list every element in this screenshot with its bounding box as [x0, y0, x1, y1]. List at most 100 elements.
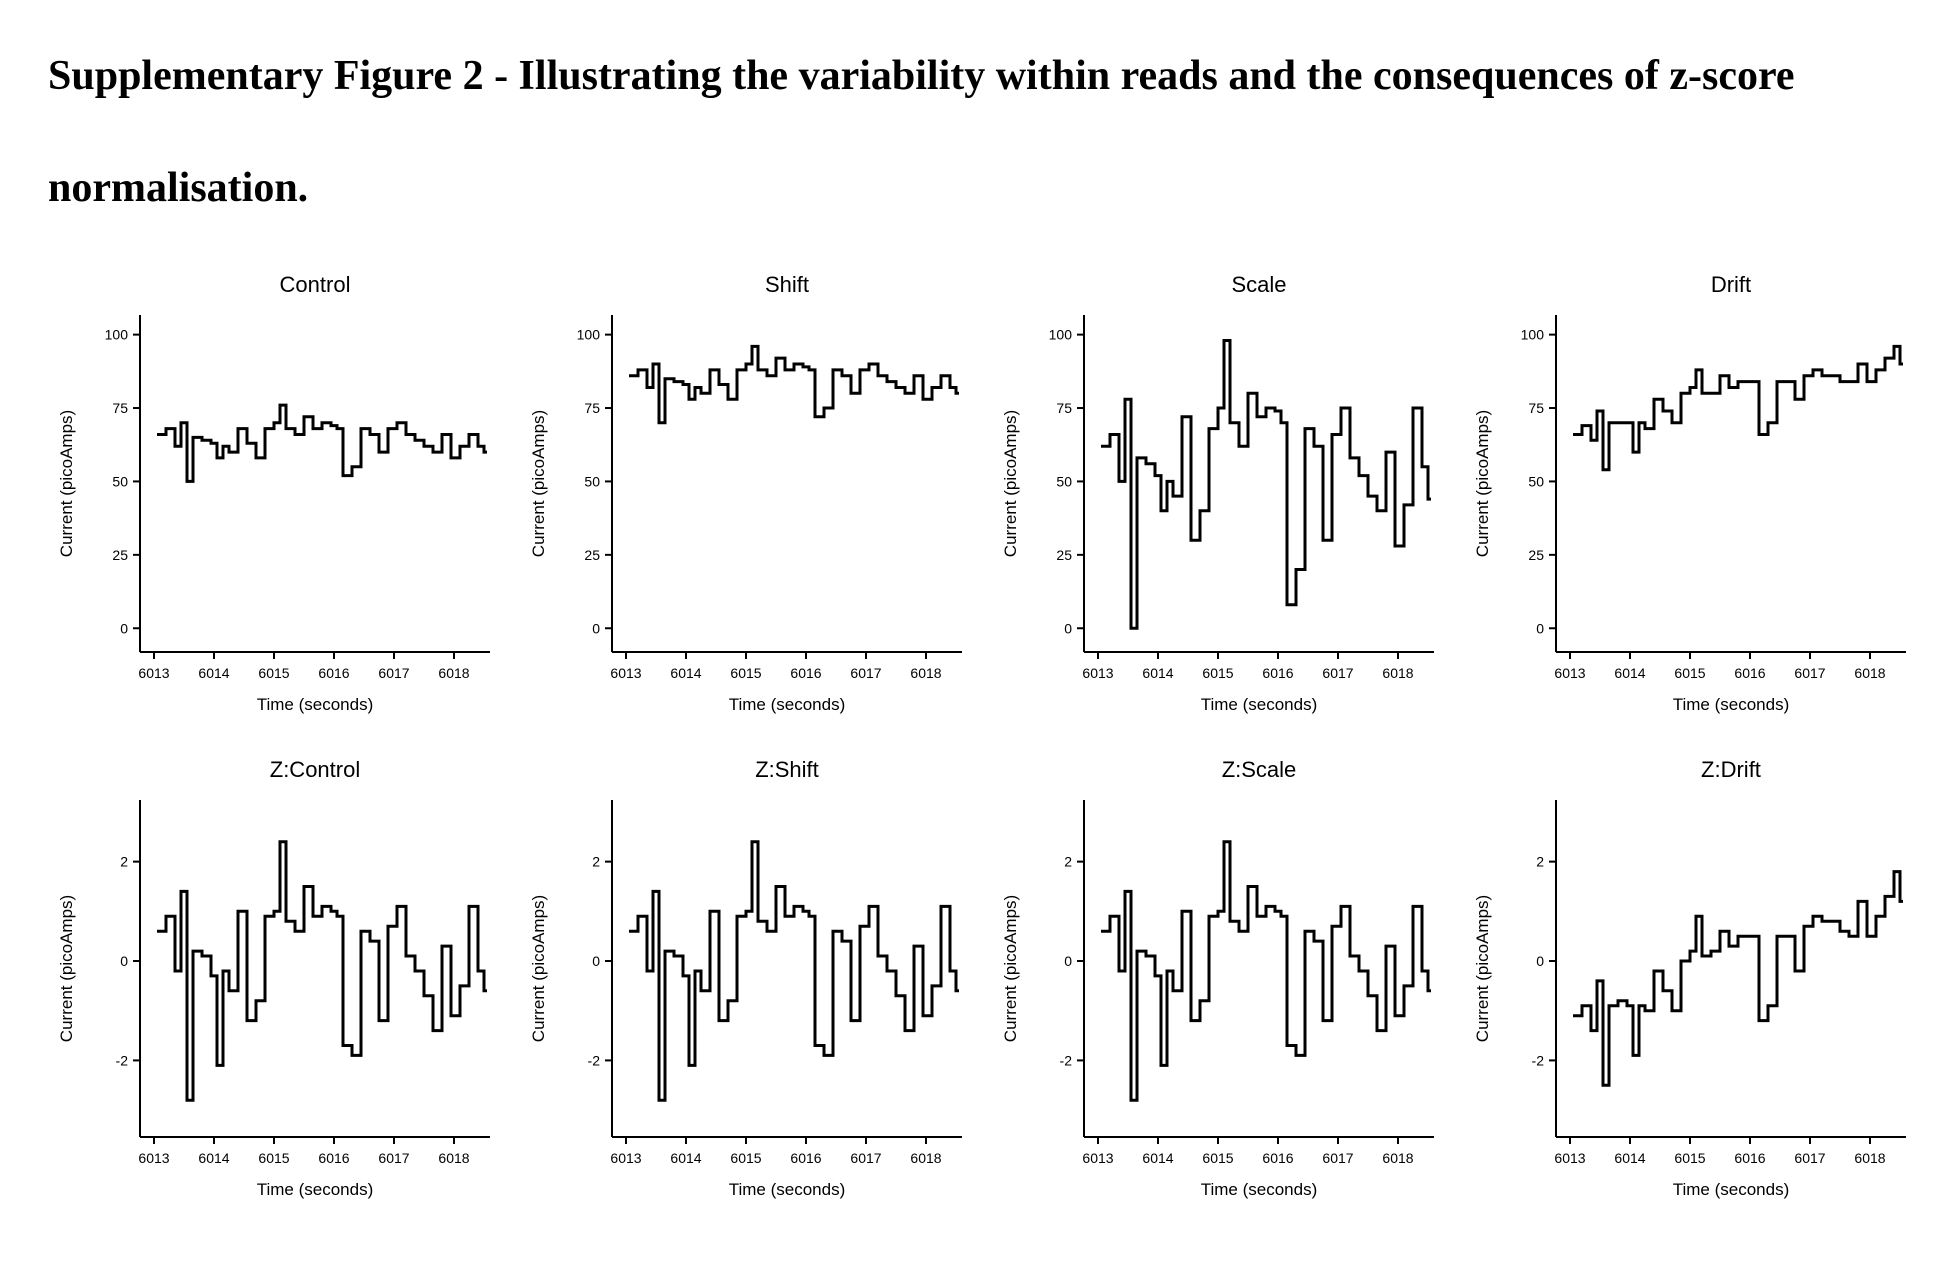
x-tick-label: 6018 — [1382, 1150, 1413, 1166]
signal-line — [1573, 870, 1903, 1087]
x-tick-label: 6018 — [1854, 665, 1885, 681]
y-tick-label: -2 — [1532, 1052, 1545, 1068]
x-tick-label: 6016 — [1734, 1150, 1765, 1166]
x-tick-label: 6017 — [850, 665, 881, 681]
y-tick-label: 75 — [1528, 400, 1544, 416]
panel-title: Z:Scale — [1222, 757, 1297, 782]
y-tick-label: -2 — [116, 1052, 129, 1068]
panel-title: Shift — [765, 272, 809, 297]
signal-line — [629, 840, 959, 1102]
y-tick-label: 0 — [592, 620, 600, 636]
chart-panel-1: Control 0 25 50 75 100 6013 6014 6015 6016 6017 601… — [57, 272, 490, 714]
x-tick-label: 6015 — [258, 665, 289, 681]
x-tick-label: 6018 — [438, 1150, 469, 1166]
x-tick-label: 6015 — [730, 665, 761, 681]
x-tick-label: 6014 — [670, 1150, 701, 1166]
x-tick-label: 6017 — [1794, 665, 1825, 681]
x-tick-label: 6013 — [138, 1150, 169, 1166]
y-tick-label: 0 — [1536, 620, 1544, 636]
y-tick-label: 50 — [112, 473, 128, 489]
x-tick-label: 6017 — [1322, 1150, 1353, 1166]
x-tick-label: 6015 — [1674, 665, 1705, 681]
x-tick-label: 6018 — [910, 1150, 941, 1166]
x-tick-label: 6016 — [1262, 665, 1293, 681]
y-tick-label: 75 — [112, 400, 128, 416]
y-tick-label: 50 — [1056, 473, 1072, 489]
panel-title: Control — [280, 272, 351, 297]
y-tick-label: 100 — [105, 327, 129, 343]
y-tick-label: 0 — [120, 953, 128, 969]
y-axis-label: Current (picoAmps) — [1001, 410, 1020, 557]
chart-panel-8: Z:Drift -2 0 2 6013 6014 6015 6016 6017 6018 Time … — [1473, 757, 1906, 1199]
x-tick-label: 6018 — [1382, 665, 1413, 681]
y-tick-label: 25 — [1528, 547, 1544, 563]
y-tick-label: 75 — [1056, 400, 1072, 416]
y-tick-label: 25 — [112, 547, 128, 563]
panel-title: Z:Shift — [755, 757, 819, 782]
signal-line — [629, 344, 959, 425]
x-tick-label: 6014 — [670, 665, 701, 681]
x-tick-label: 6014 — [1142, 665, 1173, 681]
x-tick-label: 6016 — [790, 1150, 821, 1166]
y-tick-label: 50 — [1528, 473, 1544, 489]
y-tick-label: 0 — [1064, 953, 1072, 969]
x-tick-label: 6018 — [910, 665, 941, 681]
x-tick-label: 6018 — [1854, 1150, 1885, 1166]
x-axis-label: Time (seconds) — [257, 695, 374, 714]
x-tick-label: 6017 — [1322, 665, 1353, 681]
y-tick-label: 0 — [1536, 953, 1544, 969]
x-tick-label: 6013 — [1554, 1150, 1585, 1166]
x-tick-label: 6015 — [1202, 1150, 1233, 1166]
y-tick-label: 25 — [584, 547, 600, 563]
chart-panel-7: Z:Scale -2 0 2 6013 6014 6015 6016 6017 6018 Time … — [1001, 757, 1434, 1199]
y-tick-label: 75 — [584, 400, 600, 416]
x-tick-label: 6013 — [138, 665, 169, 681]
chart-panel-2: Shift 0 25 50 75 100 6013 6014 6015 6016 6017 6018 T… — [529, 272, 962, 714]
signal-line — [1101, 840, 1431, 1102]
y-axis-label: Current (picoAmps) — [57, 410, 76, 557]
x-axis-label: Time (seconds) — [1673, 695, 1790, 714]
y-tick-label: -2 — [1060, 1052, 1073, 1068]
signal-line — [157, 403, 487, 483]
y-tick-label: 50 — [584, 473, 600, 489]
y-axis-label: Current (picoAmps) — [57, 895, 76, 1042]
panel-title: Z:Drift — [1701, 757, 1761, 782]
y-tick-label: -2 — [588, 1052, 601, 1068]
signal-line — [1573, 344, 1903, 472]
x-axis-label: Time (seconds) — [1201, 695, 1318, 714]
chart-panel-6: Z:Shift -2 0 2 6013 6014 6015 6016 6017 6018 Time … — [529, 757, 962, 1199]
x-tick-label: 6013 — [1554, 665, 1585, 681]
y-tick-label: 0 — [120, 620, 128, 636]
panel-title: Drift — [1711, 272, 1751, 297]
x-tick-label: 6013 — [1082, 665, 1113, 681]
x-tick-label: 6015 — [1202, 665, 1233, 681]
x-tick-label: 6013 — [1082, 1150, 1113, 1166]
y-tick-label: 2 — [1064, 854, 1072, 870]
x-tick-label: 6013 — [610, 1150, 641, 1166]
x-tick-label: 6016 — [1734, 665, 1765, 681]
x-tick-label: 6013 — [610, 665, 641, 681]
y-tick-label: 2 — [1536, 854, 1544, 870]
x-axis-label: Time (seconds) — [257, 1180, 374, 1199]
y-tick-label: 0 — [1064, 620, 1072, 636]
y-tick-label: 2 — [120, 854, 128, 870]
x-tick-label: 6016 — [318, 1150, 349, 1166]
y-axis-label: Current (picoAmps) — [1473, 410, 1492, 557]
x-tick-label: 6014 — [1614, 665, 1645, 681]
x-tick-label: 6016 — [1262, 1150, 1293, 1166]
x-tick-label: 6014 — [1142, 1150, 1173, 1166]
x-tick-label: 6014 — [198, 665, 229, 681]
x-axis-label: Time (seconds) — [729, 695, 846, 714]
x-tick-label: 6015 — [730, 1150, 761, 1166]
y-tick-label: 2 — [592, 854, 600, 870]
y-tick-label: 25 — [1056, 547, 1072, 563]
x-tick-label: 6018 — [438, 665, 469, 681]
y-tick-label: 100 — [577, 327, 601, 343]
figure-title: Supplementary Figure 2 - Illustrating th… — [48, 53, 1795, 211]
panel-title: Scale — [1231, 272, 1286, 297]
y-axis-label: Current (picoAmps) — [529, 895, 548, 1042]
x-tick-label: 6015 — [1674, 1150, 1705, 1166]
x-tick-label: 6017 — [378, 665, 409, 681]
x-tick-label: 6015 — [258, 1150, 289, 1166]
chart-panel-3: Scale 0 25 50 75 100 6013 6014 6015 6016 6017 6018 T… — [1001, 272, 1434, 714]
